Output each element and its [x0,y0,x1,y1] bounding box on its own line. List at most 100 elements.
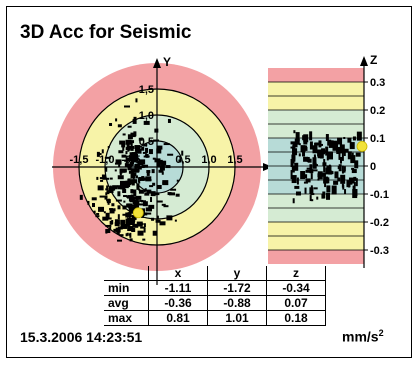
z-trace-mark [300,145,306,153]
z-trace-mark [292,146,295,154]
x-tick-label: 1,5 [227,154,242,166]
z-tick-label: 0.1 [370,133,385,145]
scatter-point [157,161,161,167]
z-trace-mark [323,158,326,164]
scatter-point [158,169,164,173]
y-axis-label: Y [163,55,171,69]
scatter-point [155,219,161,223]
scatter-point [170,188,177,191]
scatter-point [91,197,97,201]
scatter-point [174,219,177,222]
scatter-point [104,156,111,159]
scatter-point [157,145,163,150]
z-trace-mark [314,142,320,146]
z-trace-mark [354,189,358,197]
z-trace-mark [342,184,345,190]
stats-table: x y z min -1.11 -1.72 -0.34 avg -0.36 -0… [104,266,326,326]
stats-row-label: max [104,310,149,326]
z-trace-mark [351,152,354,158]
z-trace-mark [355,152,361,157]
z-trace-mark [300,171,306,180]
scatter-point [138,178,142,182]
stats-cell: 0.07 [266,295,326,311]
scatter-point [145,207,152,212]
z-trace-mark [295,132,300,142]
scatter-point [163,205,169,208]
scatter-point [122,183,129,189]
scatter-point [129,217,135,223]
scatter-point [130,133,136,138]
z-trace-mark [306,167,311,170]
z-trace-mark [341,165,344,174]
z-trace-mark [343,136,346,139]
scatter-point [117,185,123,190]
z-trace-mark [340,174,346,184]
scatter-point [113,228,120,232]
scatter-point [150,191,156,197]
scatter-point [145,147,149,153]
scatter-point [122,133,126,136]
scatter-point [138,137,143,141]
z-trace-mark [354,160,359,169]
scatter-point [129,152,133,156]
chart-title: 3D Acc for Seismic [20,22,192,43]
z-band [268,250,364,264]
scatter-point [117,205,121,210]
current-point-marker [132,207,144,219]
z-trace-mark [333,180,339,185]
scatter-point [131,214,137,220]
scatter-point [132,190,136,193]
scatter-point [109,186,113,190]
scatter-point [131,197,137,200]
scatter-point [117,191,121,197]
z-trace-mark [332,142,338,151]
scatter-point [115,118,118,122]
scatter-point [125,180,129,184]
scatter-point [132,172,137,177]
scatter-point [120,168,127,173]
z-trace-mark [316,196,319,200]
stats-cell: -0.88 [207,295,267,311]
scatter-point [115,199,122,202]
z-trace-mark [337,166,340,170]
z-tick-label: 0.3 [370,77,385,89]
scatter-point [139,199,144,202]
z-trace-mark [310,193,315,196]
z-trace-mark [303,134,309,143]
scatter-point [132,223,139,228]
z-band [268,68,364,82]
z-trace-mark [325,167,330,175]
scatter-point [136,200,140,205]
scatter-point [116,231,120,235]
z-trace-mark [322,150,327,154]
z-current-marker [356,140,368,152]
scatter-point [139,159,146,165]
scatter-point [125,147,131,151]
scatter-point [159,221,166,226]
scatter-point [152,230,157,236]
z-trace-mark [326,155,329,161]
z-trace-mark [309,141,313,150]
scatter-point [121,154,127,158]
scatter-point [144,192,150,196]
z-trace [290,130,362,204]
z-trace-mark [298,153,301,157]
scatter-point [106,190,110,195]
z-tick-label: 0 [370,161,376,173]
scatter-point [143,223,146,228]
scatter-point [118,150,124,154]
z-trace-mark [318,140,322,148]
z-trace-mark [343,152,346,157]
scatter-point [169,192,176,196]
z-trace-mark [317,171,323,180]
z-trace-mark [336,144,339,153]
scatter-point [93,210,96,214]
scatter-point [105,229,111,234]
scatter-point [137,230,144,236]
z-trace-mark [344,189,347,195]
z-trace-mark [290,159,294,168]
z-trace-mark [349,142,355,150]
z-trace-mark [293,130,296,134]
scatter-point [132,118,137,124]
scatter-point [124,163,129,168]
